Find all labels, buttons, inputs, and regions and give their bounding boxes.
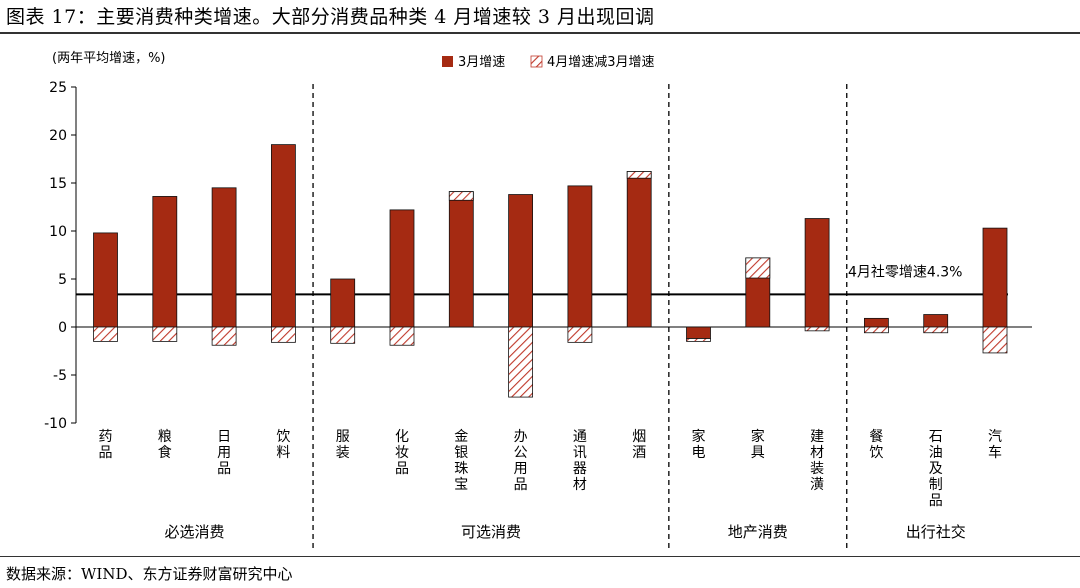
group-label: 地产消费	[728, 523, 788, 541]
bar-march-growth	[804, 218, 830, 328]
bar-march-growth	[448, 191, 474, 328]
bar-diff-change	[686, 338, 711, 342]
bar-march-growth	[508, 194, 534, 328]
x-category-label: 金银珠宝	[454, 429, 468, 493]
figure-title: 图表 17：主要消费种类增速。大部分消费品种类 4 月增速较 3 月出现回调	[6, 6, 655, 28]
bar-diff-change	[93, 326, 118, 342]
bar-diff-change	[626, 171, 652, 179]
bar-march-growth	[270, 144, 296, 328]
legend-label-diff: 4月增速减3月增速	[547, 55, 655, 70]
y-tick-label: 20	[49, 128, 67, 144]
x-category-label: 粮食	[158, 429, 172, 461]
group-label: 出行社交	[906, 523, 966, 541]
source-divider	[0, 556, 1080, 557]
x-category-label: 通讯器材	[573, 429, 587, 493]
x-category-label: 家具	[751, 428, 765, 461]
bar-march-growth	[686, 326, 711, 339]
bar-diff-change	[508, 326, 534, 398]
x-category-label: 日用品	[217, 429, 231, 477]
legend-label-march: 3月增速	[458, 55, 505, 70]
bar-march-growth	[982, 227, 1008, 328]
bar-diff-change	[864, 326, 889, 334]
bar-march-growth	[923, 314, 949, 328]
y-tick-label: -5	[53, 368, 67, 384]
bar-diff-change	[745, 257, 771, 279]
x-category-label: 化妆品	[395, 429, 409, 477]
bars-layer	[93, 144, 1008, 398]
bar-diff-change	[567, 326, 593, 343]
x-category-label: 餐饮	[869, 429, 883, 461]
x-category-label: 烟酒	[632, 429, 646, 461]
bar-diff-change	[211, 326, 237, 346]
x-category-label: 石油及制品	[929, 429, 943, 509]
reference-line-label: 4月社零增速4.3%	[848, 264, 962, 280]
title-divider	[0, 32, 1080, 34]
bar-march-growth	[93, 232, 118, 328]
axes-layer: -10 -5 0 5 10 15 20 25	[44, 80, 1032, 552]
bar-diff-change	[804, 326, 830, 332]
bar-diff-change	[330, 326, 356, 344]
x-category-label: 饮料	[276, 429, 290, 461]
bar-diff-change	[448, 191, 474, 201]
y-tick-label: 10	[49, 224, 67, 240]
bar-diff-change	[923, 326, 949, 334]
bar-march-growth	[864, 317, 889, 328]
y-unit-label: (两年平均增速，%)	[52, 51, 166, 66]
bar-diff-change	[982, 326, 1008, 354]
y-tick-label: -10	[44, 416, 67, 432]
legend-swatch-march	[442, 56, 453, 67]
bar-chart: -10 -5 0 5 10 15 20 25 (两年平均增速，%) 3月增速 4月增速减3月增速必…	[44, 51, 1032, 552]
source-note: 数据来源：WIND、东方证券财富研究中心	[6, 565, 293, 583]
bar-diff-change	[152, 326, 178, 342]
x-category-label: 建材装潢	[810, 429, 824, 493]
y-tick-label: 15	[49, 176, 67, 192]
y-tick-label: 0	[58, 320, 67, 336]
bar-march-growth	[389, 209, 415, 328]
bar-diff-change	[389, 326, 415, 346]
group-label: 必选消费	[164, 523, 224, 541]
bar-diff-change	[270, 326, 296, 343]
x-category-label: 药品	[99, 429, 113, 461]
x-category-label: 家电	[692, 428, 706, 461]
y-tick-label: 25	[49, 80, 67, 96]
legend-swatch-diff	[530, 55, 543, 68]
bar-march-growth	[330, 278, 356, 328]
x-category-label: 办公用品	[514, 429, 528, 493]
bar-march-growth	[626, 171, 652, 328]
x-category-label: 服装	[336, 429, 350, 461]
y-tick-label: 5	[58, 272, 67, 288]
group-label: 可选消费	[461, 523, 521, 541]
x-category-label: 汽车	[988, 429, 1002, 461]
bar-march-growth	[567, 185, 593, 328]
bar-march-growth	[152, 196, 178, 328]
bar-march-growth	[211, 187, 237, 328]
